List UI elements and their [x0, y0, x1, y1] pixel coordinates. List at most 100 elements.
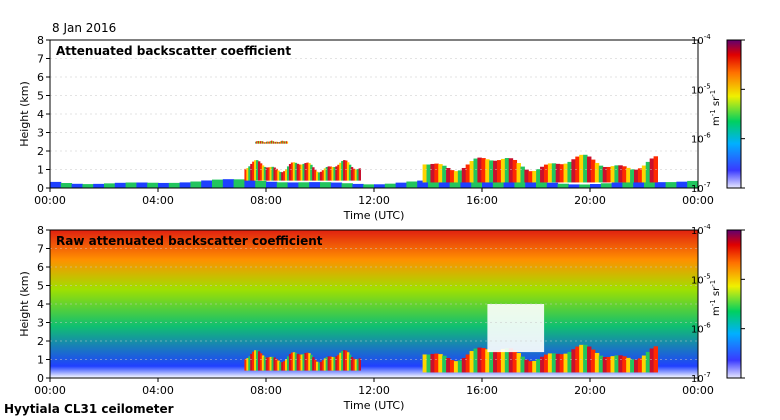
cloud-cell [306, 162, 309, 181]
cloud-cell [637, 358, 643, 373]
cloud-cell [508, 158, 514, 183]
cloud-cell [442, 355, 447, 373]
cloud-cell [282, 141, 284, 144]
cloud-cell [348, 164, 352, 181]
cloud-cell [258, 141, 261, 144]
cloud-cell [147, 182, 159, 188]
cloud-cell [649, 158, 655, 183]
cloud-cell [649, 348, 655, 373]
cloud-cell [60, 183, 73, 188]
cloud-cell [345, 350, 348, 371]
x-tick-label: 20:00 [574, 194, 606, 207]
cloud-cell [244, 168, 247, 181]
cloud-cell [540, 166, 545, 183]
x-tick-label: 04:00 [142, 384, 174, 397]
cloud-cell [264, 142, 266, 144]
cloud-cell [250, 163, 253, 181]
cloud-cell [317, 362, 321, 371]
cloud-cell [274, 141, 276, 144]
cloud-cell [179, 182, 191, 188]
feature-cloud-layer-1 [244, 350, 361, 371]
cloud-cell [259, 163, 263, 181]
cloud-cell [503, 180, 515, 188]
cloud-cell [482, 181, 494, 188]
cloud-cell [532, 360, 537, 373]
cloud-cell [547, 163, 553, 183]
cloud-cell [158, 182, 170, 188]
colorbar-label: m-1 sr-1 [709, 90, 722, 126]
cloud-cell [610, 166, 615, 183]
cloud-cell [256, 160, 259, 181]
cloud-cell [352, 168, 356, 181]
cloud-cell [93, 183, 105, 188]
cloud-cell [426, 164, 431, 183]
cloud-cell [626, 357, 631, 373]
cloud-cell [254, 160, 257, 181]
colorbar [726, 229, 742, 379]
cloud-cell [71, 183, 83, 188]
cloud-cell [641, 165, 647, 183]
cloud-cell [285, 169, 288, 181]
cloud-cell [294, 162, 298, 181]
cloud-cell [270, 140, 272, 144]
cloud-cell [292, 352, 296, 371]
y-tick-label: 2 [37, 335, 44, 348]
cloud-cell [594, 352, 600, 373]
cloud-cell [339, 352, 342, 371]
cloud-cell [286, 356, 290, 371]
cloud-cell [222, 179, 235, 188]
cloud-cell [255, 141, 257, 144]
cloud-cell [618, 165, 623, 183]
cloud-cell [257, 141, 259, 144]
cloud-cell [516, 353, 521, 373]
panel-title: Raw attenuated backscatter coefficient [56, 234, 323, 248]
cloud-cell [255, 180, 267, 188]
cloud-cell [500, 348, 506, 373]
cloud-cell [354, 169, 358, 181]
cloud-cell [314, 359, 317, 371]
cloud-cell [559, 354, 565, 373]
cloud-cell [341, 350, 344, 371]
cloud-cell [265, 357, 269, 371]
cloud-cell [263, 142, 265, 144]
cloud-cell [287, 182, 299, 188]
cloud-cell [614, 165, 619, 183]
cloud-cell [284, 141, 286, 144]
cloud-cell [281, 172, 284, 181]
cloud-cell [136, 182, 148, 188]
cloud-cell [457, 170, 463, 183]
cloud-cell [524, 359, 529, 373]
cloud-cell [343, 160, 346, 181]
cloud-cell [614, 355, 619, 373]
cloud-cell [265, 142, 267, 144]
cloud-cell [417, 180, 429, 188]
cloud-cell [630, 169, 635, 183]
cloud-cell [278, 142, 280, 144]
cloud-cell [323, 168, 327, 181]
plot-frame [49, 229, 699, 379]
panel-top: 0 1 2 3 4 5 6 7 8 00:00 04:00 08:00 12:00 16:00 20:00 0… [18, 33, 745, 222]
cloud-cell [590, 349, 596, 373]
cloud-cell [630, 359, 635, 373]
cloud-cell [298, 354, 302, 371]
y-tick-label: 1 [37, 354, 44, 367]
cloud-cell [579, 344, 584, 373]
cloud-cell [325, 356, 329, 371]
cloud-cell [546, 182, 559, 188]
cloud-cell [244, 358, 247, 371]
cloud-cell [323, 358, 327, 371]
cloud-cell [434, 163, 439, 183]
cloud-cell [395, 182, 407, 188]
cloud-cell [575, 346, 580, 373]
cloud-cell [337, 164, 340, 181]
cloud-cell [645, 161, 651, 183]
cloud-cell [266, 181, 278, 188]
cloud-cell [283, 141, 285, 144]
cloud-cell [606, 166, 612, 183]
cloud-cell [335, 166, 338, 181]
cloud-cell [489, 160, 494, 183]
feature-cloud-layer-2 [422, 344, 658, 373]
cloud-cell [280, 141, 282, 144]
cloud-cell [481, 348, 486, 373]
cloud-cell [269, 166, 272, 181]
